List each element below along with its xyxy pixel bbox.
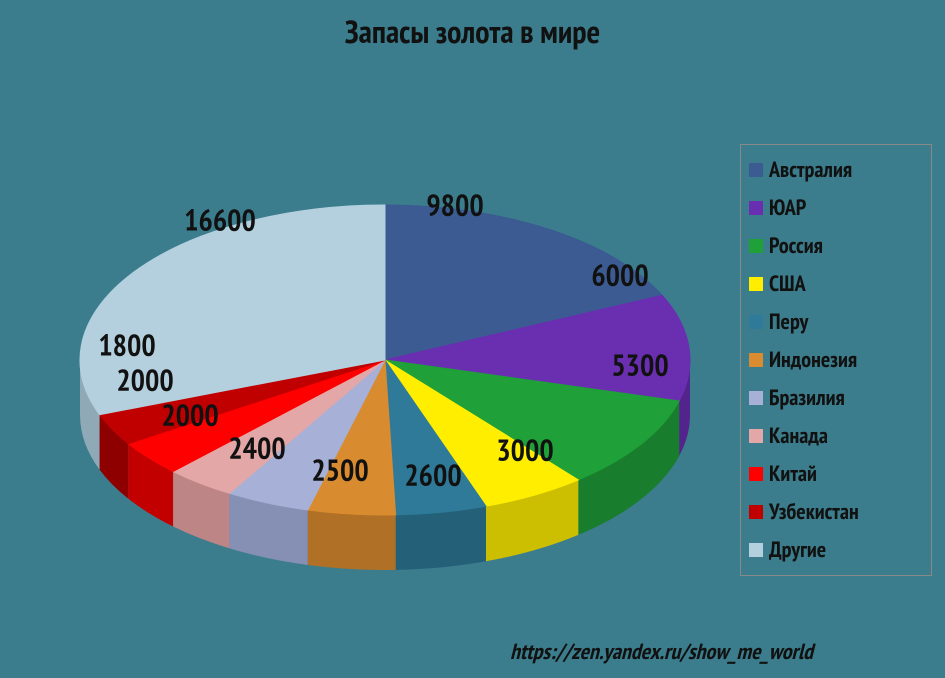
value-label: 5300 [611, 346, 668, 385]
value-label: 1800 [98, 326, 155, 365]
legend-swatch [749, 543, 763, 557]
legend-label: Китай [769, 463, 817, 485]
legend-item: Бразилия [749, 379, 921, 417]
legend-swatch [749, 467, 763, 481]
legend-item: США [749, 265, 921, 303]
legend-label: Канада [769, 425, 828, 447]
legend-swatch [749, 163, 763, 177]
value-label: 2400 [228, 429, 285, 468]
value-label: 2600 [404, 456, 461, 495]
legend-swatch [749, 391, 763, 405]
pie-side [308, 510, 396, 570]
legend: Австралия ЮАР Россия США Перу Индонезия Бразил… [740, 144, 932, 576]
value-label: 16600 [184, 201, 256, 240]
legend-item: ЮАР [749, 189, 921, 227]
legend-label: Бразилия [769, 387, 845, 409]
footer-link: https://zen.yandex.ru/show_me_world [510, 638, 813, 666]
legend-label: Другие [769, 539, 826, 561]
legend-item: Австралия [749, 151, 921, 189]
legend-label: США [769, 273, 806, 295]
legend-swatch [749, 429, 763, 443]
legend-swatch [749, 315, 763, 329]
chart-stage: Запасы золота в мире 9800600053003000260… [0, 0, 945, 678]
value-label: 2000 [161, 396, 218, 435]
legend-item: Узбекистан [749, 493, 921, 531]
value-label: 6000 [591, 256, 648, 295]
pie-side [396, 506, 486, 570]
value-label: 2000 [116, 361, 173, 400]
legend-item: Канада [749, 417, 921, 455]
legend-swatch [749, 505, 763, 519]
legend-label: Перу [769, 311, 808, 333]
legend-item: Китай [749, 455, 921, 493]
legend-swatch [749, 239, 763, 253]
legend-swatch [749, 277, 763, 291]
legend-item: Перу [749, 303, 921, 341]
legend-swatch [749, 353, 763, 367]
legend-label: Австралия [769, 159, 852, 181]
value-label: 9800 [426, 186, 483, 225]
legend-item: Индонезия [749, 341, 921, 379]
legend-item: Россия [749, 227, 921, 265]
value-label: 2500 [311, 451, 368, 490]
legend-label: ЮАР [769, 197, 806, 219]
value-label: 3000 [496, 431, 553, 470]
legend-label: Россия [769, 235, 823, 257]
legend-label: Узбекистан [769, 501, 859, 523]
legend-label: Индонезия [769, 349, 857, 371]
legend-swatch [749, 201, 763, 215]
legend-item: Другие [749, 531, 921, 569]
